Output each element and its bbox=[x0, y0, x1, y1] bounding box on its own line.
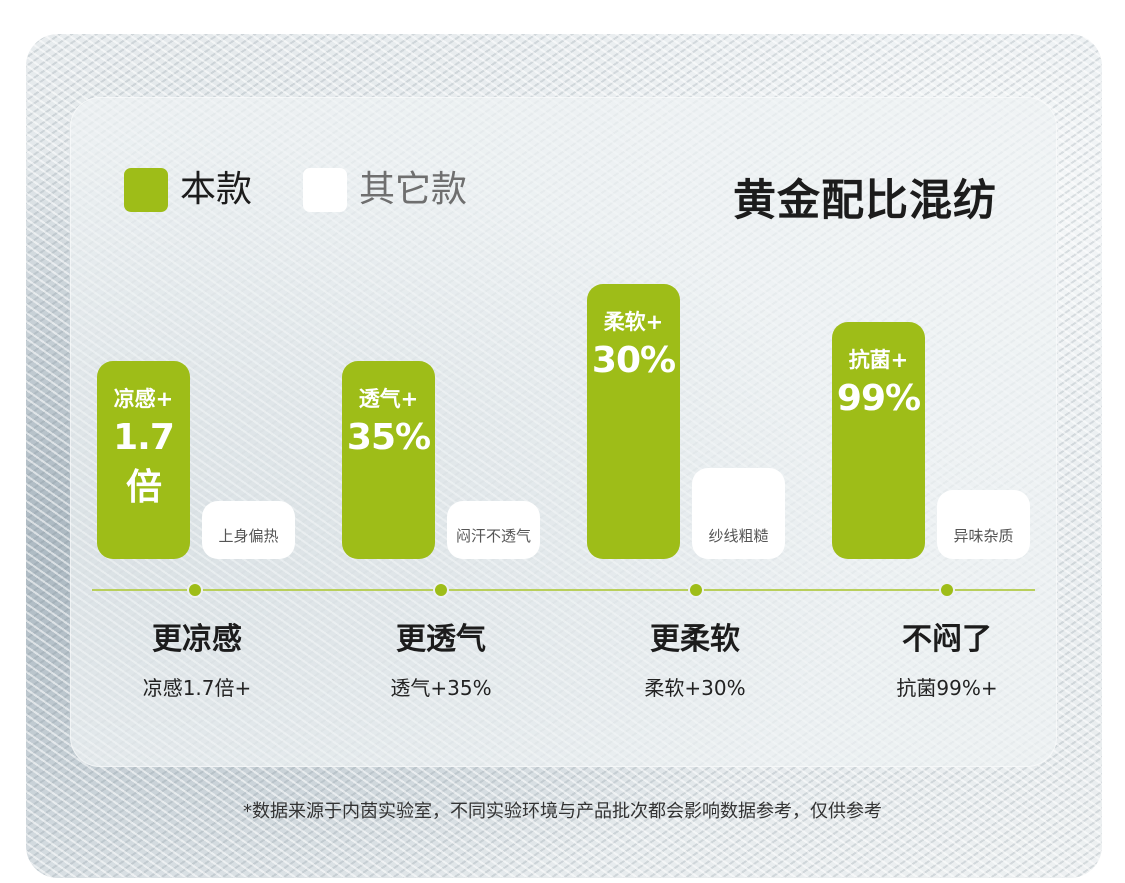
axis-dot bbox=[939, 582, 955, 598]
bar-other-product: 上身偏热 bbox=[202, 501, 295, 559]
bar-metric-label: 凉感+ bbox=[113, 387, 174, 411]
category-label-group: 更透气透气+35% bbox=[341, 614, 541, 701]
legend-label: 本款 bbox=[180, 169, 253, 210]
bar-value-label: 99% bbox=[836, 378, 921, 419]
legend-label: 其它款 bbox=[359, 169, 468, 210]
bar-this-product: 柔软+ 30% bbox=[587, 284, 680, 559]
category-description: 透气+35% bbox=[390, 676, 492, 700]
footnote: *数据来源于内茵实验室，不同实验环境与产品批次都会影响数据参考，仅供参考 bbox=[243, 801, 882, 822]
bar-other-product: 闷汗不透气 bbox=[447, 501, 540, 559]
bar-metric-label: 透气+ bbox=[358, 387, 419, 411]
axis-line bbox=[92, 589, 1035, 591]
bar-other-label: 闷汗不透气 bbox=[455, 527, 531, 545]
category-name: 更透气 bbox=[396, 622, 486, 657]
category-label-group: 更凉感凉感1.7倍+ bbox=[97, 614, 297, 701]
bar-value-label: 1.7倍 bbox=[113, 417, 175, 508]
bar-other-label: 纱线粗糙 bbox=[708, 527, 769, 545]
axis-dot bbox=[433, 582, 449, 598]
bar-metric-label: 柔软+ bbox=[603, 310, 664, 334]
bar-this-product: 透气+ 35% bbox=[342, 361, 435, 559]
bar-other-label: 异味杂质 bbox=[953, 527, 1014, 545]
category-description: 柔软+30% bbox=[644, 676, 746, 700]
category-name: 更凉感 bbox=[152, 622, 242, 657]
category-name: 不闷了 bbox=[902, 622, 992, 657]
category-name: 更柔软 bbox=[650, 622, 740, 657]
bar-other-product: 异味杂质 bbox=[937, 490, 1030, 559]
legend-item-other: 其它款 bbox=[303, 168, 467, 212]
legend-swatch-green bbox=[124, 168, 168, 212]
bar-other-label: 上身偏热 bbox=[218, 527, 279, 545]
bar-other-product: 纱线粗糙 bbox=[692, 468, 785, 559]
bar-value-label: 35% bbox=[346, 417, 431, 458]
category-label-group: 更柔软柔软+30% bbox=[595, 614, 795, 701]
legend-swatch-white bbox=[303, 168, 347, 212]
bar-this-product: 凉感+ 1.7倍 bbox=[97, 361, 190, 559]
bar-this-product: 抗菌+ 99% bbox=[832, 322, 925, 559]
bar-value-label: 30% bbox=[591, 340, 676, 381]
category-description: 凉感1.7倍+ bbox=[142, 676, 252, 700]
axis-dot bbox=[187, 582, 203, 598]
category-label-group: 不闷了抗菌99%+ bbox=[847, 614, 1047, 701]
legend-item-this: 本款 bbox=[124, 168, 252, 212]
category-description: 抗菌99%+ bbox=[896, 676, 998, 700]
chart-title: 黄金配比混纺 bbox=[733, 176, 997, 226]
axis-dot bbox=[688, 582, 704, 598]
bar-metric-label: 抗菌+ bbox=[848, 348, 909, 372]
